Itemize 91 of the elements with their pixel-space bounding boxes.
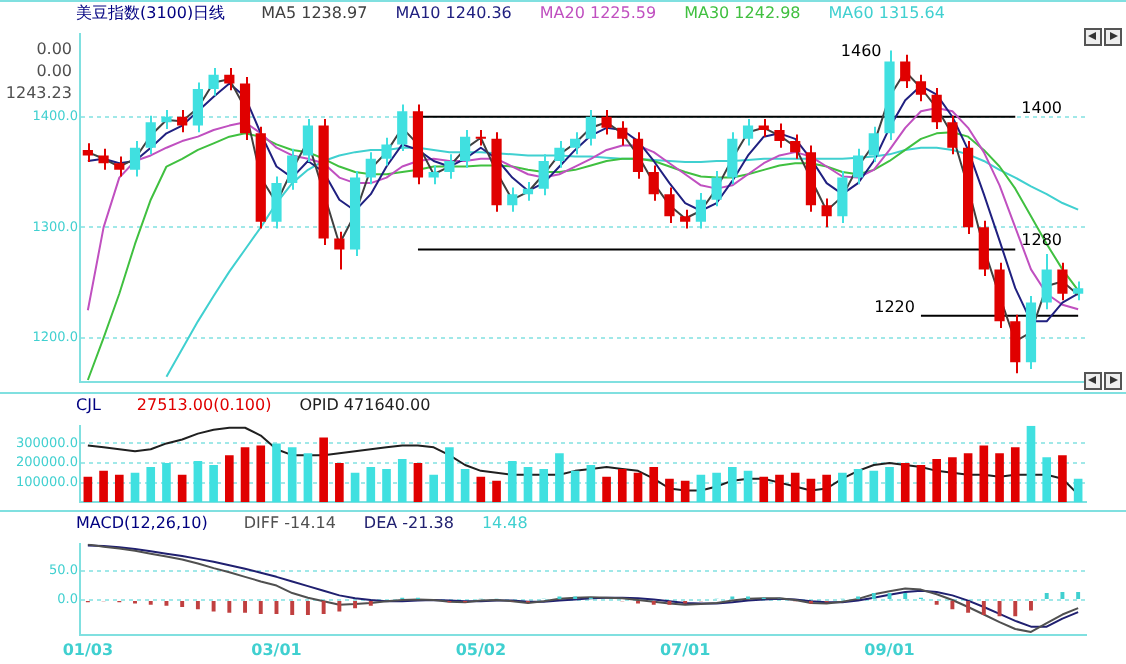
bar [822,474,831,503]
bar [586,464,596,503]
bar [413,463,423,503]
bar [806,478,816,503]
bar [1026,425,1036,503]
candlestick [98,147,109,171]
bar [319,437,328,503]
text: MA5 1238.97 [261,4,368,22]
bar [979,445,989,503]
text: MA60 1315.64 [828,4,945,22]
bar [209,464,218,503]
bar [680,480,690,503]
bar [948,457,957,503]
bar [838,472,847,503]
bar [492,480,501,503]
x-tick-label: 09/01 [864,640,916,659]
bar [476,476,486,503]
x-tick-label: 05/02 [455,640,507,659]
bar [995,453,1004,503]
bar [177,474,187,503]
bar [602,476,611,503]
text: 0.00 [36,39,72,58]
bar [790,472,800,503]
bar [539,468,549,503]
chart-title: CJL [76,396,101,414]
bar [99,470,108,503]
x-tick-label: 03/01 [251,640,303,659]
x-tick-label: 07/01 [659,640,712,659]
text: 14.48 [481,514,528,532]
bar [287,447,297,503]
bar [114,474,124,503]
bar [963,453,973,503]
bar [555,453,564,503]
text: MA10 1240.36 [395,4,512,22]
bar [130,472,140,503]
bar [162,463,171,503]
bar [900,463,910,503]
bar [649,466,659,503]
bar [193,461,203,503]
bar [712,472,721,503]
bar [429,474,438,503]
bar [570,470,580,503]
bar [633,472,643,503]
bar [743,470,753,503]
text: MA30 1242.98 [684,4,801,22]
chart-title: 美豆指数(3100)日线 [76,4,226,22]
text: MA20 1225.59 [539,4,657,22]
bar [146,466,156,503]
bar [617,468,627,503]
bar [1042,457,1052,503]
bar [1058,455,1067,503]
annotation: 1460 [840,42,882,61]
candlestick [1057,261,1068,302]
bar [445,447,454,503]
bar [696,474,706,503]
series-label: 1220 [874,297,915,316]
chart-title: MACD(12,26,10) [76,514,208,532]
bar [256,445,266,503]
bar [225,455,234,503]
bar [382,468,391,503]
text: DIFF -14.14 [243,514,336,532]
candlestick [381,136,392,167]
bar [728,466,737,503]
text: 1243.23 [5,83,72,102]
bar [83,476,93,503]
bar [932,459,941,503]
bar [759,476,769,503]
bar [1073,478,1083,503]
text: 0.00 [36,61,72,80]
bar [853,468,863,503]
bar [350,472,360,503]
series-label: 1400 [1021,98,1062,117]
bar [366,466,376,503]
bar [775,474,784,503]
bar [272,443,281,503]
bar [885,466,894,503]
bar [869,470,879,503]
text: DEA -21.38 [363,514,454,532]
x-tick-label: 01/03 [62,640,114,659]
bar [507,461,517,503]
bar [1010,447,1020,503]
text: OPID 471640.00 [299,396,431,414]
bar [240,447,250,503]
bar [665,478,674,503]
bar [397,459,407,503]
bar [523,466,533,503]
bar [303,453,313,503]
bar [460,468,470,503]
bar [916,464,926,503]
series-label: 27513.00(0.100) [136,396,272,414]
bar [335,463,344,503]
